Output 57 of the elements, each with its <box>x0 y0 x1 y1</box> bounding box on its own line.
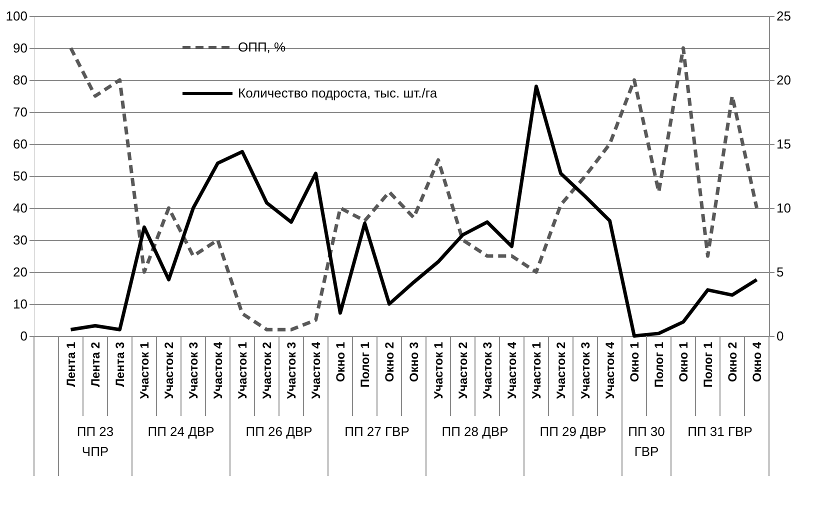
y2-tick-label: 15 <box>776 136 791 152</box>
x-tick-label: Полог 1 <box>358 342 372 388</box>
x-tick-label: Лента 3 <box>112 342 127 387</box>
y-tick-label: 100 <box>6 8 28 24</box>
y-tick-label: 10 <box>13 296 28 312</box>
y-tick-label: 50 <box>13 168 28 184</box>
x-tick-label: Участок 3 <box>186 342 200 399</box>
line-series <box>69 84 758 338</box>
text: ПП 31 ГВР <box>688 424 752 439</box>
x-tick-label: Участок 2 <box>554 342 568 399</box>
text: ПП 29 ДВР <box>540 424 606 439</box>
x-tick-label: Участок 4 <box>210 342 225 399</box>
x-tick-label: Окно 4 <box>750 342 764 382</box>
legend-label: ОПП, % <box>238 40 286 54</box>
legend-label: Количество подроста, тыс. шт./га <box>238 86 438 100</box>
x-tick-label: Участок 4 <box>504 342 519 399</box>
x-tick-label: Участок 2 <box>456 342 470 399</box>
x-tick-label: Окно 1 <box>627 342 642 382</box>
y2-tick-label: 5 <box>776 264 784 280</box>
y2-tick-label: 10 <box>776 200 791 216</box>
y2-tick-label: 20 <box>776 72 791 88</box>
y-tick-label: 90 <box>13 40 28 56</box>
text: ПП 23 ЧПР <box>76 424 114 459</box>
x-tick-label: Участок 2 <box>162 342 176 399</box>
x-tick-label: Участок 1 <box>137 342 152 399</box>
x-tick-label: Участок 2 <box>260 342 274 399</box>
text: ПП 27 ГВР <box>344 424 410 439</box>
x-tick-label: Окно 2 <box>382 342 396 382</box>
y-tick-label: 30 <box>13 232 28 248</box>
x-tick-label: Участок 4 <box>602 342 617 399</box>
x-tick-label: Окно 3 <box>406 342 421 382</box>
x-tick-label: Участок 3 <box>284 342 298 399</box>
y2-tick-label: 0 <box>776 328 784 344</box>
y-tick-label: 60 <box>13 136 28 152</box>
x-tick-label: Полог 1 <box>652 342 666 388</box>
text: ПП 24 ДВР <box>148 424 214 439</box>
x-tick-label: Окно 2 <box>725 342 740 382</box>
x-tick-label: Участок 1 <box>431 342 446 399</box>
y-tick-label: 40 <box>13 200 28 216</box>
text: ПП 26 ДВР <box>246 424 312 439</box>
y2-tick-label: 25 <box>776 8 791 24</box>
text: ПП 30 ГВР <box>628 424 665 459</box>
x-tick-label: Участок 1 <box>235 342 250 399</box>
x-tick-label: Участок 3 <box>578 342 592 399</box>
x-tick-label: Лента 1 <box>64 342 78 387</box>
x-tick-label: Участок 3 <box>480 342 494 399</box>
x-tick-label: Окно 1 <box>333 342 348 382</box>
x-tick-label: Лента 2 <box>88 342 102 387</box>
x-tick-label: Полог 1 <box>700 342 715 388</box>
x-tick-label: Участок 4 <box>308 342 323 399</box>
y-tick-label: 80 <box>13 72 28 88</box>
x-tick-label: Окно 1 <box>676 342 690 382</box>
y-tick-label: 70 <box>13 104 28 120</box>
y-tick-label: 0 <box>20 328 28 344</box>
text: ПП 28 ДВР <box>442 424 508 439</box>
y-tick-label: 20 <box>13 264 28 280</box>
x-tick-label: Участок 1 <box>529 342 544 399</box>
